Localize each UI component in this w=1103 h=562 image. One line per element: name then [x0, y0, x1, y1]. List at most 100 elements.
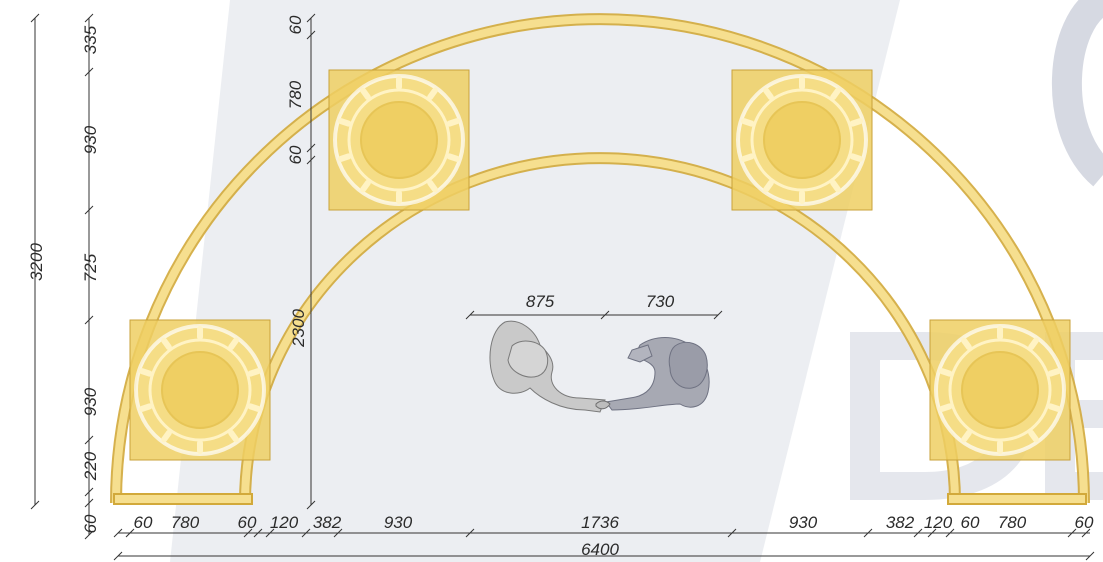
dim-center-height: 2300	[289, 309, 308, 348]
planter-bolt	[849, 118, 864, 127]
planter-center-soil	[360, 101, 438, 179]
dim-tick	[265, 528, 275, 538]
dim-center-seg-2: 780	[286, 80, 305, 109]
dim-bottom-3: 60	[238, 513, 257, 532]
person-right-figure	[605, 337, 710, 411]
planter-bolt	[360, 179, 371, 193]
planter-bolt	[197, 326, 203, 340]
dim-tick	[306, 500, 316, 510]
dim-tick	[1067, 528, 1077, 538]
planter-bolt	[938, 368, 953, 377]
planter-bolt	[396, 190, 402, 204]
dim-bottom-4: 120	[270, 513, 299, 532]
planter-bolt	[247, 368, 262, 377]
planter-bolt	[247, 403, 262, 412]
dim-tick	[913, 528, 923, 538]
planter-bolt	[360, 87, 371, 101]
dim-tick	[113, 551, 123, 561]
planter-bolt	[849, 153, 864, 162]
planter-top-left	[328, 69, 470, 211]
planter-bolt	[740, 118, 755, 127]
dim-tick	[84, 487, 94, 497]
planter-bolt	[138, 403, 153, 412]
planter-bolt	[799, 76, 805, 90]
planter-center-soil	[961, 351, 1039, 429]
dim-tick	[84, 205, 94, 215]
planter-bolt	[228, 337, 239, 351]
dim-bottom-7: 1736	[581, 513, 619, 532]
dim-bottom-5: 382	[313, 513, 342, 532]
planter-bolt	[197, 440, 203, 454]
person-left-figure	[489, 320, 606, 413]
person-right-arm	[627, 344, 653, 363]
dim-tick	[465, 528, 475, 538]
dim-center-seg-1: 60	[286, 15, 305, 34]
planter-bolt	[1028, 429, 1039, 443]
person-right-head	[668, 341, 708, 389]
planter-bolt	[763, 179, 774, 193]
dim-tick	[863, 528, 873, 538]
dim-tick	[84, 67, 94, 77]
planter-bolt	[1047, 368, 1062, 377]
planter-bolt	[961, 337, 972, 351]
planter-bolt	[161, 337, 172, 351]
dim-tick	[927, 528, 937, 538]
planter-bolt	[446, 153, 461, 162]
planter-bolt	[763, 87, 774, 101]
planter-bolt	[1028, 337, 1039, 351]
planter-bolt	[396, 76, 402, 90]
dim-bottom-total: 6400	[581, 540, 619, 559]
planter-bolt	[337, 118, 352, 127]
dim-tick	[600, 310, 610, 320]
person-left-head	[507, 340, 549, 378]
dim-tick	[306, 13, 316, 23]
dim-tick	[30, 13, 40, 23]
dim-tick	[30, 500, 40, 510]
planter-bolt	[997, 440, 1003, 454]
planters	[129, 69, 1071, 461]
right-base-rail	[947, 493, 1087, 505]
dimension-labels: 3200 335 930 725 930 220 60 60 780 60 23…	[27, 15, 1094, 559]
arches	[110, 13, 1090, 505]
people-hands	[595, 400, 611, 410]
dim-bottom-11: 60	[961, 513, 980, 532]
dim-tick	[113, 528, 123, 538]
planter-bolt	[138, 368, 153, 377]
dim-bottom-9: 382	[886, 513, 915, 532]
dim-left-seg-1: 335	[81, 25, 100, 54]
planter-bolt	[938, 403, 953, 412]
dim-left-seg-6: 60	[81, 514, 100, 533]
dim-tick	[84, 435, 94, 445]
planter-bolt	[961, 429, 972, 443]
dim-bottom-12: 780	[998, 513, 1027, 532]
dim-left-seg-5: 220	[81, 451, 100, 481]
dim-center-seg-3: 60	[286, 145, 305, 164]
planter-bolt	[997, 326, 1003, 340]
dim-tick	[713, 310, 723, 320]
dim-bottom-8: 930	[789, 513, 818, 532]
dim-tick	[1085, 551, 1095, 561]
watermark-letter-c-arc	[1052, 0, 1103, 187]
dim-people-right: 730	[646, 292, 675, 311]
planter-bolt	[337, 153, 352, 162]
planter-bolt	[1047, 403, 1062, 412]
planter-bolt	[830, 87, 841, 101]
planter-bolt	[228, 429, 239, 443]
dim-tick	[84, 498, 94, 508]
dimension-lines	[30, 13, 1095, 561]
dim-tick	[465, 310, 475, 320]
dim-tick	[1081, 528, 1091, 538]
planter-bottom-left	[129, 319, 271, 461]
planter-bolt	[740, 153, 755, 162]
planter-bolt	[799, 190, 805, 204]
dim-tick	[253, 528, 263, 538]
dim-bottom-1: 60	[134, 513, 153, 532]
left-base-rail	[113, 493, 253, 505]
planter-bolt	[830, 179, 841, 193]
dim-tick	[301, 528, 311, 538]
planter-top-right	[731, 69, 873, 211]
dim-tick	[306, 155, 316, 165]
dim-left-total: 3200	[27, 243, 46, 281]
dim-tick	[243, 528, 253, 538]
